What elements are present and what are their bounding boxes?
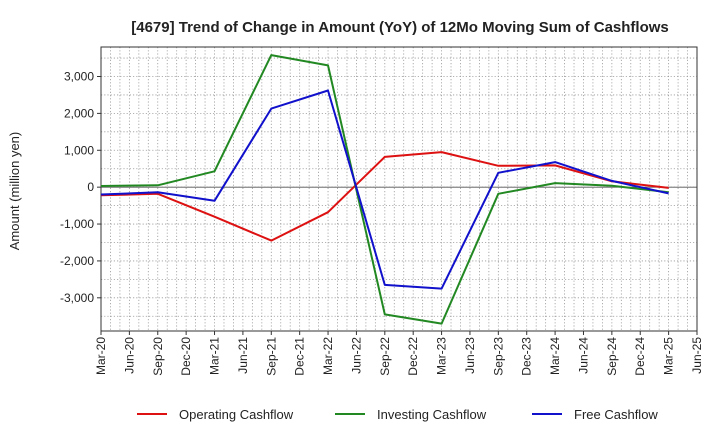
plot-background: [101, 47, 697, 331]
x-tick-label: Dec-22: [406, 337, 420, 376]
x-tick-label: Sep-24: [605, 337, 619, 376]
y-tick-label: -1,000: [60, 217, 94, 231]
x-tick-label: Jun-20: [122, 337, 136, 374]
x-tick-label: Dec-20: [179, 337, 193, 376]
y-tick-label: 0: [87, 180, 94, 194]
operating-cashflow-line: [100, 151, 669, 242]
y-axis-label: Amount (million yen): [7, 132, 22, 251]
x-tick-label: Mar-23: [435, 337, 449, 375]
y-tick-label: 3,000: [64, 70, 94, 84]
x-tick-label: Jun-24: [576, 337, 590, 374]
y-tick-label: -3,000: [60, 291, 94, 305]
x-tick-label: Jun-25: [690, 337, 704, 374]
x-tick-label: Sep-21: [264, 337, 278, 376]
legend-label-investing-cashflow: Investing Cashflow: [377, 407, 487, 422]
x-tick-label: Jun-21: [236, 337, 250, 374]
y-tick-label: -2,000: [60, 254, 94, 268]
chart-title: [4679] Trend of Change in Amount (YoY) o…: [131, 19, 669, 36]
x-tick-label: Sep-22: [378, 337, 392, 376]
x-tick-label: Dec-24: [633, 337, 647, 376]
x-tick-label: Dec-23: [520, 337, 534, 376]
legend-label-free-cashflow: Free Cashflow: [574, 407, 658, 422]
x-tick-label: Mar-22: [321, 337, 335, 375]
plot-border: [100, 46, 698, 332]
free-cashflow-line: [100, 89, 669, 290]
x-tick-label: Sep-20: [151, 337, 165, 376]
x-tick-label: Mar-20: [94, 337, 108, 375]
x-tick-label: Mar-25: [662, 337, 676, 375]
x-tick-label: Jun-23: [463, 337, 477, 374]
x-tick-label: Mar-24: [548, 337, 562, 375]
investing-cashflow-line: [100, 54, 669, 325]
x-tick-label: Dec-21: [293, 337, 307, 376]
y-tick-label: 2,000: [64, 106, 94, 120]
legend-label-operating-cashflow: Operating Cashflow: [179, 407, 294, 422]
y-tick-label: 1,000: [64, 143, 94, 157]
x-tick-label: Sep-23: [491, 337, 505, 376]
x-tick-label: Jun-22: [349, 337, 363, 374]
x-tick-label: Mar-21: [208, 337, 222, 375]
